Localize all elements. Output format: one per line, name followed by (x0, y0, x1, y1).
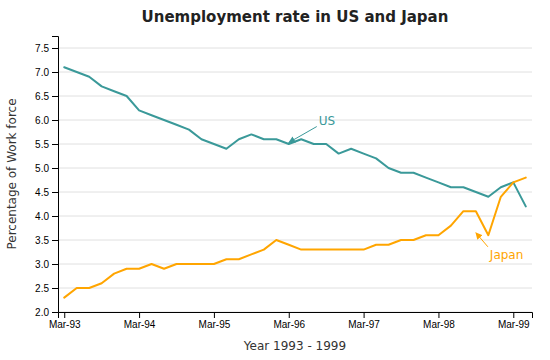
y-tick-label: 5.5 (35, 139, 49, 150)
y-tick-label: 4.5 (35, 187, 49, 198)
y-tick: 5.5 (35, 139, 58, 150)
x-tick-mark (214, 312, 215, 318)
x-tick: Mar-94 (124, 312, 156, 330)
y-tick: 3.0 (35, 259, 58, 270)
y-tick: 7.5 (35, 43, 58, 54)
x-tick-label: Mar-96 (273, 319, 305, 330)
y-axis-title: Percentage of Work force (5, 98, 19, 249)
grid-line (58, 288, 532, 289)
x-tick: Mar-97 (348, 312, 380, 330)
grid-line (58, 192, 532, 193)
x-axis-title: Year 1993 - 1999 (243, 339, 346, 353)
y-tick-mark (52, 192, 58, 193)
grid (58, 48, 532, 312)
grid-line (58, 72, 532, 73)
y-tick: 4.0 (35, 211, 58, 222)
annotation: Japan (489, 248, 523, 262)
x-tick-mark (513, 312, 514, 318)
y-tick-mark (52, 120, 58, 121)
x-tick: Mar-98 (423, 312, 455, 330)
grid-line (58, 96, 532, 97)
grid-line (58, 120, 532, 121)
y-tick-mark (52, 312, 58, 313)
x-tick: Mar-95 (199, 312, 231, 330)
x-tick-label: Mar-94 (124, 319, 156, 330)
annotations: US Japan (289, 114, 524, 262)
y-tick-label: 4.0 (35, 211, 49, 222)
y-tick: 7.0 (35, 67, 58, 78)
y-tick: 3.5 (35, 235, 58, 246)
y-tick-mark (52, 216, 58, 217)
y-tick-mark (52, 288, 58, 289)
x-tick-mark (289, 312, 290, 318)
y-tick-label: 2.0 (35, 307, 49, 318)
series-line (64, 67, 526, 206)
y-tick-mark (52, 168, 58, 169)
y-tick-mark (52, 72, 58, 73)
y-tick-label: 5.0 (35, 163, 49, 174)
x-tick-label: Mar-99 (498, 319, 530, 330)
x-tick-mark (139, 312, 140, 318)
y-axis-line (52, 37, 59, 313)
y-tick-label: 2.5 (35, 283, 49, 294)
x-tick-label: Mar-98 (423, 319, 455, 330)
grid-line (58, 264, 532, 265)
y-tick: 4.5 (35, 187, 58, 198)
lines (64, 67, 526, 297)
x-tick-mark (438, 312, 439, 318)
x-tick-label: Mar-97 (348, 319, 380, 330)
y-tick-mark (52, 48, 58, 49)
y-tick: 6.5 (35, 91, 58, 102)
y-tick-label: 7.5 (35, 43, 49, 54)
y-axis: 2.0 2.5 3.0 3.5 4.0 4.5 5.0 5.5 6.0 6.5 7.0 7.5 (35, 37, 58, 318)
y-tick-label: 6.5 (35, 91, 49, 102)
series-line (64, 178, 526, 298)
x-tick: Mar-93 (49, 312, 81, 330)
grid-line (58, 240, 532, 241)
annotation: US (319, 114, 335, 128)
x-axis: Mar-93 Mar-94 Mar-95 Mar-96 Mar-97 Mar-98 Mar-… (49, 312, 533, 330)
y-tick-label: 3.0 (35, 259, 49, 270)
y-tick-label: 6.0 (35, 115, 49, 126)
y-tick-mark (52, 264, 58, 265)
grid-line (58, 168, 532, 169)
x-tick-label: Mar-93 (49, 319, 81, 330)
y-tick-mark (52, 240, 58, 241)
y-tick: 2.0 (35, 307, 58, 318)
plot: 2.0 2.5 3.0 3.5 4.0 4.5 5.0 5.5 6.0 6.5 7.0 7.5 Mar-… (35, 37, 532, 331)
y-tick: 5.0 (35, 163, 58, 174)
annotation-arrow (476, 233, 488, 247)
x-tick: Mar-99 (498, 312, 530, 330)
annotation-arrow (289, 127, 317, 143)
x-tick-mark (64, 312, 65, 318)
x-tick-label: Mar-95 (199, 319, 231, 330)
y-tick-mark (52, 144, 58, 145)
y-tick-mark (52, 96, 58, 97)
x-axis-line (59, 313, 533, 319)
y-tick-label: 7.0 (35, 67, 49, 78)
grid-line (58, 144, 532, 145)
chart: 2.0 2.5 3.0 3.5 4.0 4.5 5.0 5.5 6.0 6.5 7.0 7.5 Mar-… (0, 0, 550, 360)
x-tick-mark (364, 312, 365, 318)
y-tick: 6.0 (35, 115, 58, 126)
title: Unemployment rate in US and Japan (142, 8, 449, 26)
y-tick: 2.5 (35, 283, 58, 294)
y-tick-label: 3.5 (35, 235, 49, 246)
grid-line (58, 48, 532, 49)
grid-line (58, 216, 532, 217)
x-tick: Mar-96 (273, 312, 305, 330)
